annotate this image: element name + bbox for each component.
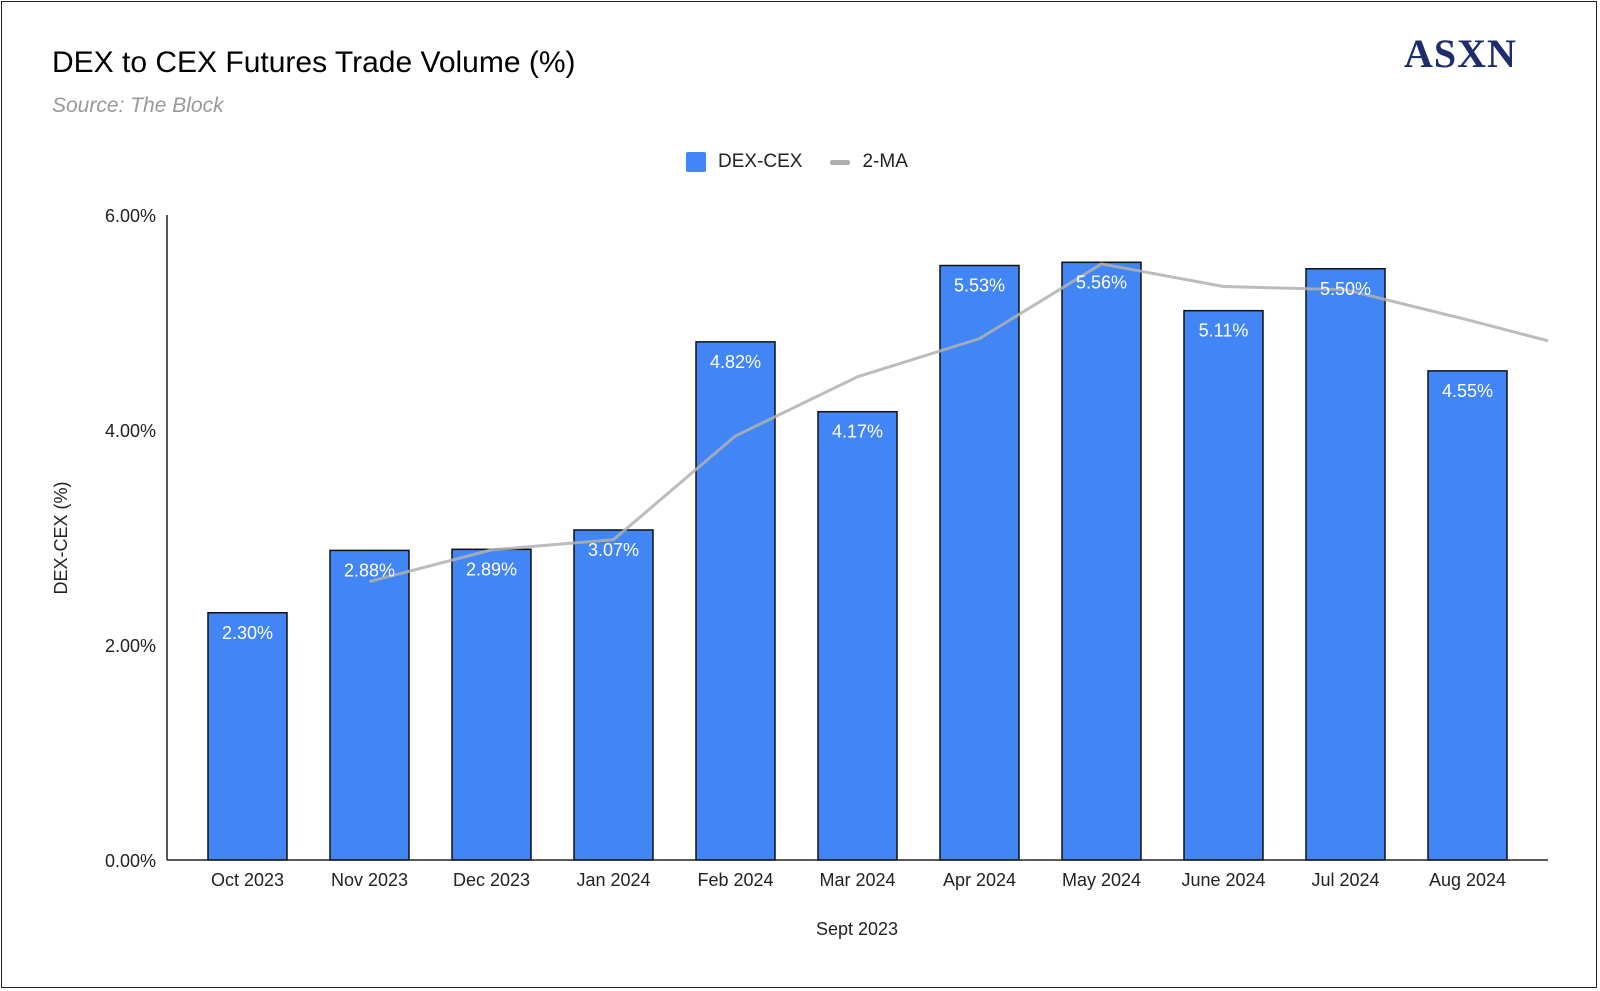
x-tick-label: Dec 2023 [453,870,530,890]
asxn-logo: ASXN [1404,31,1517,76]
bar-data-label: 5.11% [1199,321,1249,341]
x-tick-label: Mar 2024 [819,870,895,890]
x-tick-label: Jul 2024 [1311,870,1379,890]
legend-label-dex-cex: DEX-CEX [718,151,803,172]
chart-subtitle: Source: The Block [52,94,224,117]
bar [1183,309,1264,861]
x-tick-label: Jan 2024 [576,870,650,890]
bar-data-label: 2.88% [344,560,395,580]
y-tick-label: 2.00% [105,636,156,656]
series-line-2ma [369,262,1549,584]
bar [939,264,1020,861]
bar [451,548,532,861]
legend-label-2ma: 2-MA [862,151,908,172]
bar-data-label: 4.82% [710,352,761,372]
x-tick-label: Oct 2023 [211,870,284,890]
x-tick-label: Aug 2024 [1429,870,1506,890]
x-tick-label: Feb 2024 [697,870,773,890]
bar-data-label: 2.30% [222,623,273,643]
legend-swatch-dex-cex [686,152,706,172]
y-axis-label: DEX-CEX (%) [51,481,71,594]
x-tick-label: Nov 2023 [331,870,408,890]
bar [1061,261,1142,861]
bar-data-label: 2.89% [466,559,517,579]
bar [1305,268,1386,861]
legend-swatch-2ma [830,159,851,165]
chart-legend: DEX-CEX 2-MA [686,150,908,174]
chart-title: DEX to CEX Futures Trade Volume (%) [52,46,576,79]
y-tick-label: 4.00% [105,421,156,441]
bar [207,612,288,861]
bar [817,410,898,861]
bar-data-label: 3.07% [588,540,639,560]
y-tick-label: 0.00% [105,851,156,871]
bar-data-label: 5.53% [954,276,1005,296]
bar [573,529,654,861]
y-tick-label: 6.00% [105,206,156,226]
bar [329,549,410,861]
bar-data-label: 4.55% [1442,381,1493,401]
bar-data-label: 4.17% [832,422,883,442]
bar-data-label: 5.56% [1076,272,1127,292]
bar [695,341,776,861]
x-tick-label: June 2024 [1181,870,1265,890]
x-axis-label: Sept 2023 [816,919,898,939]
x-tick-label: May 2024 [1062,870,1141,890]
bar-data-label: 5.50% [1320,279,1371,299]
bar [1427,370,1508,861]
x-tick-label: Apr 2024 [943,870,1016,890]
